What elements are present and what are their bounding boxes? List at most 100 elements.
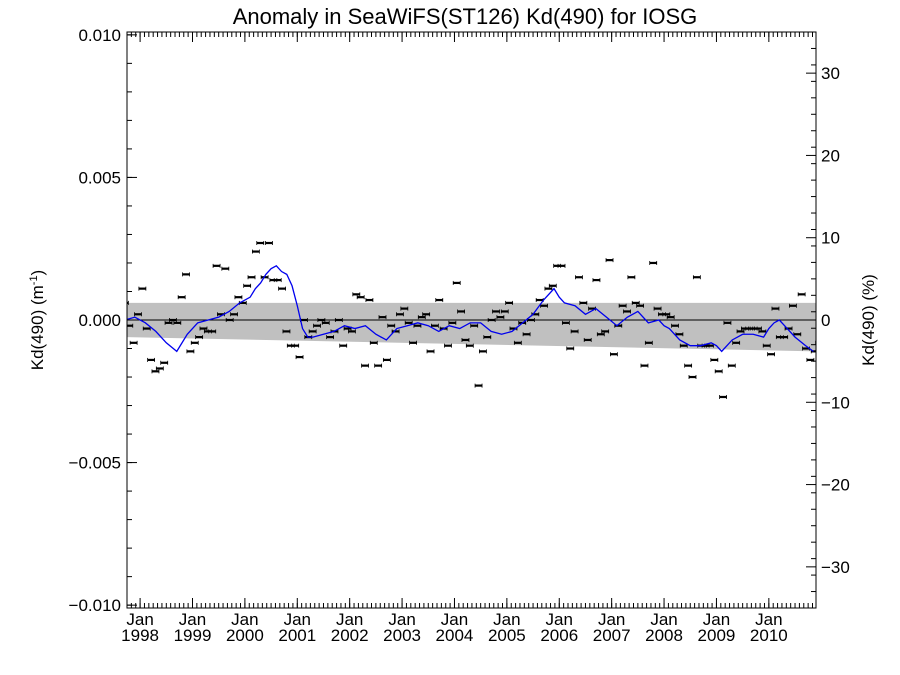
anomaly-point: [426, 349, 435, 354]
anomaly-point: [544, 286, 553, 291]
anomaly-point: [155, 366, 164, 371]
anomaly-point: [771, 306, 780, 311]
smoothed-series-line: [127, 265, 814, 353]
anomaly-point: [557, 263, 566, 268]
anomaly-point: [736, 329, 745, 334]
anomaly-point: [422, 312, 431, 317]
y-axis-label-right: Kd(490) (%): [859, 274, 878, 366]
anomaly-point: [780, 335, 789, 340]
anomaly-point: [208, 329, 217, 334]
anomaly-point: [714, 369, 723, 374]
anomaly-point: [692, 275, 701, 280]
y2-tick-label: −10: [821, 393, 850, 412]
anomaly-point: [396, 312, 404, 317]
anomaly-point: [461, 337, 470, 342]
anomaly-point: [448, 320, 457, 325]
x-tick-year: 2002: [331, 626, 369, 645]
y-axis-label-left: Kd(490) (m-1): [28, 270, 47, 370]
anomaly-point: [636, 303, 645, 308]
y2-tick-label: 30: [821, 64, 840, 83]
anomaly-point: [452, 280, 461, 285]
axis-tick-labels: Jan1998Jan1999Jan2000Jan2001Jan2002Jan20…: [69, 26, 850, 645]
x-tick-year: 2006: [540, 626, 578, 645]
x-tick-month: Jan: [755, 610, 782, 629]
anomaly-point: [483, 335, 492, 340]
anomaly-point: [671, 323, 679, 328]
anomaly-point: [570, 329, 579, 334]
anomaly-point: [400, 306, 409, 311]
anomaly-point: [575, 275, 583, 280]
anomaly-point: [391, 329, 400, 334]
anomaly-point: [317, 318, 326, 322]
anomaly-point: [151, 369, 160, 374]
anomaly-point: [348, 329, 356, 334]
anomaly-point: [784, 326, 793, 331]
y2-tick-label: 20: [821, 146, 840, 165]
anomaly-point: [754, 326, 762, 331]
anomaly-point: [190, 340, 199, 345]
x-tick-year: 2001: [278, 626, 316, 645]
anomaly-point: [225, 318, 234, 322]
x-tick-month: Jan: [231, 610, 258, 629]
x-tick-year: 2007: [593, 626, 631, 645]
y2-tick-label: −20: [821, 476, 850, 495]
anomaly-point: [199, 326, 208, 331]
anomaly-point: [601, 329, 610, 334]
anomaly-point: [374, 363, 383, 368]
anomaly-point: [487, 318, 496, 322]
anomaly-point: [719, 394, 727, 399]
x-tick-month: Jan: [126, 610, 153, 629]
anomaly-point: [230, 312, 238, 317]
x-tick-year: 2008: [645, 626, 683, 645]
x-tick-month: Jan: [650, 610, 677, 629]
anomaly-point: [278, 286, 286, 291]
anomaly-point: [177, 295, 186, 300]
anomaly-point: [789, 303, 797, 308]
anomaly-point: [243, 283, 252, 288]
y-tick-label: 0.005: [78, 168, 121, 187]
anomaly-point: [147, 357, 156, 362]
anomaly-point: [291, 343, 300, 348]
anomaly-point: [479, 349, 487, 354]
anomaly-point: [334, 318, 343, 322]
anomaly-point: [273, 278, 282, 283]
anomaly-point: [378, 315, 387, 320]
anomaly-point: [644, 340, 653, 345]
x-tick-month: Jan: [388, 610, 415, 629]
anomaly-point: [522, 332, 531, 337]
anomaly-point: [417, 315, 426, 320]
anomaly-point: [710, 357, 719, 362]
x-tick-year: 2005: [488, 626, 526, 645]
anomaly-point: [505, 300, 514, 305]
anomaly-point: [295, 355, 304, 360]
anomaly-point: [583, 337, 592, 342]
x-tick-year: 2000: [226, 626, 264, 645]
x-tick-month: Jan: [179, 610, 206, 629]
anomaly-point: [356, 295, 365, 300]
anomaly-point: [592, 278, 601, 283]
anomaly-point: [195, 335, 204, 340]
anomaly-point: [369, 340, 378, 345]
anomaly-point: [435, 298, 444, 303]
anomaly-point: [134, 312, 142, 317]
x-tick-month: Jan: [703, 610, 730, 629]
anomaly-point: [129, 340, 138, 345]
anomaly-point: [732, 340, 741, 345]
anomaly-point: [339, 343, 348, 348]
anomaly-point: [492, 309, 500, 314]
y-tick-label: 0.000: [78, 311, 121, 330]
anomaly-point: [326, 335, 335, 340]
anomaly-point: [173, 320, 182, 325]
anomaly-point: [767, 352, 775, 357]
anomaly-point: [561, 320, 570, 325]
anomaly-point: [387, 323, 396, 328]
anomaly-point: [513, 340, 522, 345]
anomaly-point: [361, 363, 369, 368]
anomaly-point: [470, 323, 479, 328]
x-tick-year: 2010: [750, 626, 788, 645]
y-tick-label: −0.005: [69, 454, 121, 473]
anomaly-point: [618, 303, 627, 308]
anomaly-point: [631, 300, 640, 305]
anomaly-point: [160, 360, 169, 365]
